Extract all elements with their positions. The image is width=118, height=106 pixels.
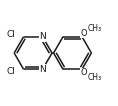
Text: N: N	[39, 65, 46, 74]
Text: Cl: Cl	[7, 30, 16, 39]
Text: O: O	[80, 68, 87, 77]
Text: CH₃: CH₃	[87, 24, 101, 33]
Text: Cl: Cl	[7, 67, 16, 76]
Text: CH₃: CH₃	[87, 73, 101, 82]
Text: O: O	[80, 29, 87, 38]
Text: N: N	[39, 32, 46, 41]
